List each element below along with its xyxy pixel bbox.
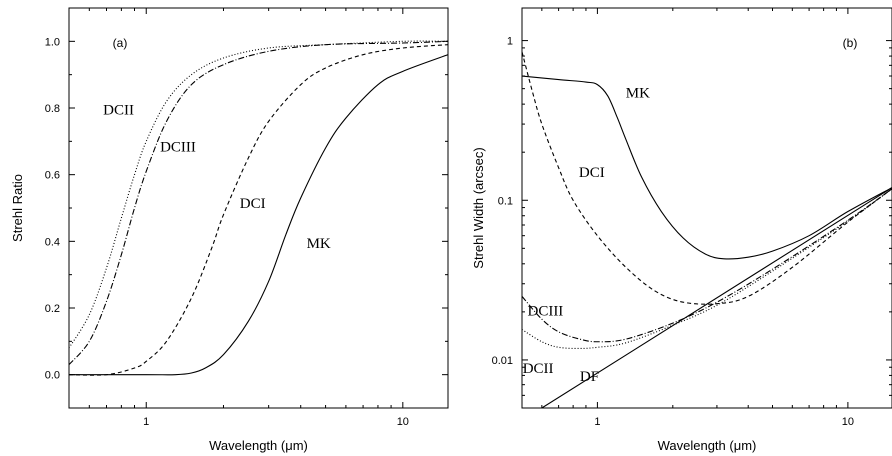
series-line-df xyxy=(541,187,892,408)
series-line-dci xyxy=(69,44,448,376)
y-tick-label: 1 xyxy=(507,36,513,48)
y-tick-label: 0.0 xyxy=(45,370,60,382)
y-tick-label: 0.2 xyxy=(45,303,60,315)
curve-label-df: DF xyxy=(580,369,599,385)
y-tick-label: 0.6 xyxy=(45,170,60,182)
series-line-mk xyxy=(69,54,448,376)
y-axis-label: Strehl Ratio xyxy=(10,174,25,242)
series-line-dcii xyxy=(522,188,892,350)
panel-tag: (b) xyxy=(843,36,858,50)
x-tick-label: 10 xyxy=(842,416,854,428)
y-tick-label: 0.01 xyxy=(492,355,513,367)
y-tick-label: 0.8 xyxy=(45,103,60,115)
y-tick-label: 0.4 xyxy=(45,236,60,248)
series-line-dci xyxy=(522,51,892,305)
y-tick-label: 1.0 xyxy=(45,36,60,48)
curve-label-dci: DCI xyxy=(579,165,605,181)
curve-label-dci: DCI xyxy=(240,196,266,212)
x-tick-label: 10 xyxy=(397,416,409,428)
x-axis-label: Wavelength (μm) xyxy=(658,438,757,453)
curve-label-dcii: DCII xyxy=(103,103,134,119)
y-axis-label: Strehl Width (arcsec) xyxy=(471,147,486,268)
y-tick-label: 0.1 xyxy=(498,195,513,207)
curve-label-dciii: DCIII xyxy=(160,139,196,155)
chart-panel-b: 1 10 0.01 0.1 1 Wavelength (μm) Strehl Width (… xyxy=(471,7,892,453)
plot-frame xyxy=(521,7,892,409)
curve-label-dcii: DCII xyxy=(523,361,554,377)
x-tick-label: 1 xyxy=(143,416,149,428)
series-line-mk xyxy=(522,75,892,260)
series-line-dciii xyxy=(522,188,892,343)
curve-label-dciii: DCIII xyxy=(527,303,563,319)
x-axis-label: Wavelength (μm) xyxy=(209,438,308,453)
series-group xyxy=(69,40,448,376)
curve-label-mk: MK xyxy=(307,236,331,252)
curve-label-mk: MK xyxy=(626,86,650,102)
series-line-dciii xyxy=(69,40,448,366)
x-tick-label: 1 xyxy=(594,416,600,428)
chart-panel-a: 1 10 0.0 0.2 0.4 0.6 0.8 1.0 Wavelength (μm) Stre… xyxy=(10,7,449,453)
series-group xyxy=(522,51,892,408)
panel-tag: (a) xyxy=(113,36,128,50)
